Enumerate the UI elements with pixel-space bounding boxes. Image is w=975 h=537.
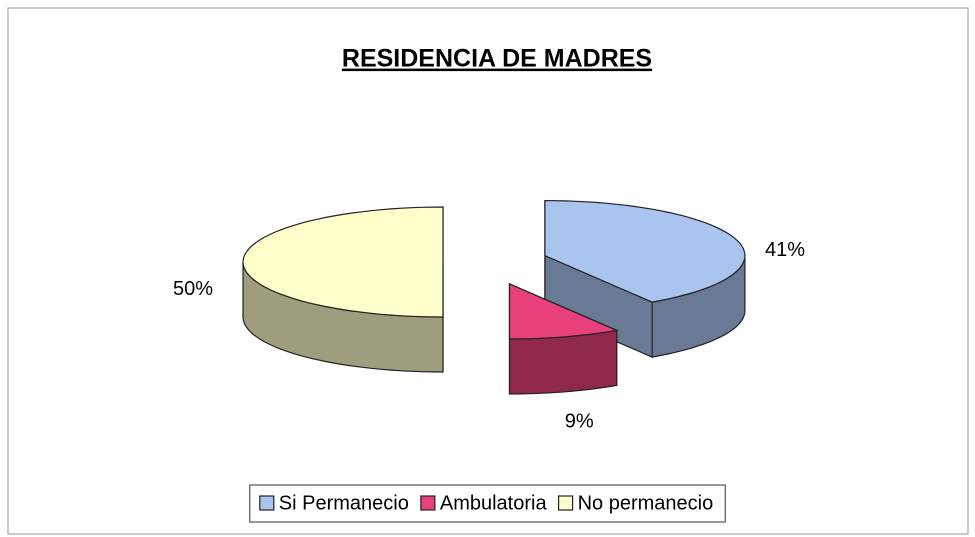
- slice-top: [544, 199, 746, 303]
- slice-top: [508, 283, 619, 340]
- legend-label: Ambulatoria: [440, 492, 548, 514]
- pie-slice: [242, 206, 444, 373]
- data-label: 9%: [565, 411, 594, 433]
- legend: Si Permanecio Ambulatoria No permanecio: [249, 484, 726, 523]
- slice-side: [508, 329, 618, 395]
- pie-slice: [544, 199, 746, 358]
- pie-slice: [508, 283, 619, 395]
- chart-frame: [7, 7, 969, 535]
- legend-swatch: [557, 495, 574, 511]
- data-label: 41%: [765, 239, 805, 261]
- slice-top: [242, 206, 444, 318]
- legend-swatch: [259, 495, 275, 511]
- legend-box: [249, 484, 726, 523]
- data-label: 50%: [173, 278, 213, 300]
- legend-label: Si Permanecio: [279, 492, 409, 514]
- legend-label: No permanecio: [578, 492, 714, 514]
- legend-swatch: [420, 495, 436, 511]
- chart-title: RESIDENCIA DE MADRES: [342, 45, 652, 73]
